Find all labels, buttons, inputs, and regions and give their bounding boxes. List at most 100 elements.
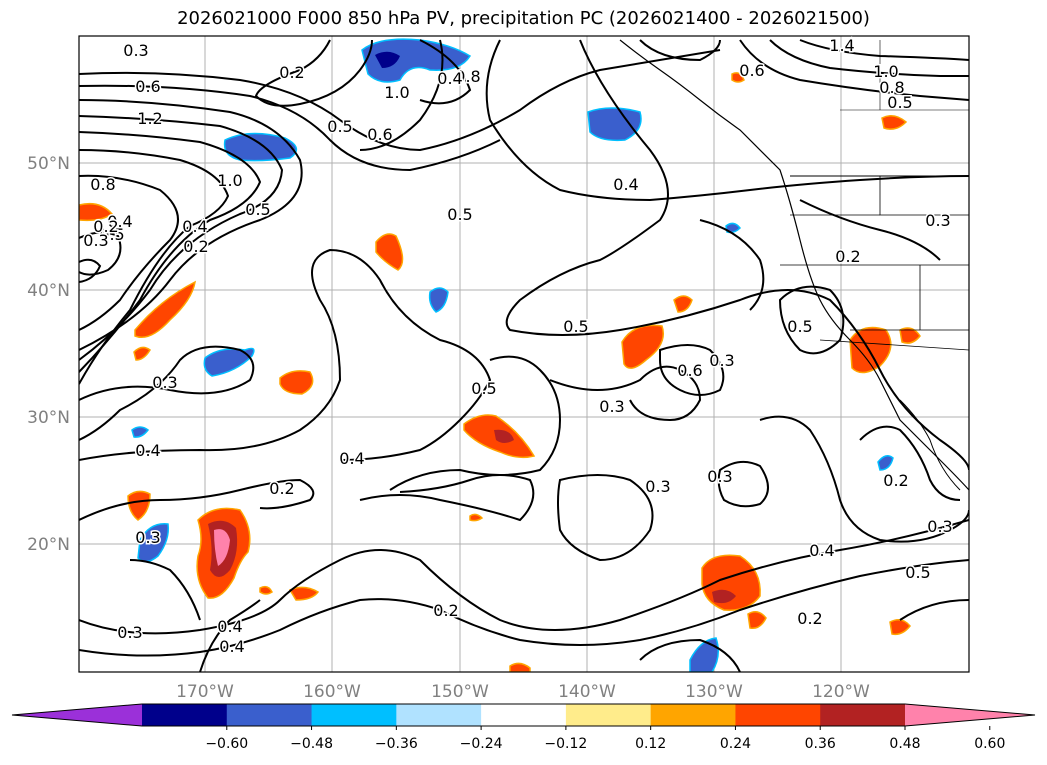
colorbar-bin	[820, 704, 906, 726]
contour-value-label: 0.5	[905, 563, 930, 582]
precip-negative-area	[131, 426, 150, 438]
lon-label: 160°W	[303, 682, 361, 702]
contour-value-label: 0.6	[739, 61, 764, 80]
contour-value-label: 0.2	[269, 479, 294, 498]
contour-value-label: 0.5	[447, 205, 472, 224]
precip-positive-area	[899, 327, 921, 344]
map-title: 2026021000 F000 850 hPa PV, precipitatio…	[177, 8, 870, 29]
precip-positive-area	[469, 513, 484, 522]
lon-label: 170°W	[176, 682, 234, 702]
colorbar-bin	[311, 704, 397, 726]
lon-label: 140°W	[558, 682, 616, 702]
colorbar-tick-label: 0.36	[805, 736, 836, 752]
precip-negative-area	[361, 38, 472, 83]
contour-value-label: 0.3	[135, 528, 160, 547]
colorbar-tick-label: 0.12	[635, 736, 666, 752]
contour-value-label: 0.3	[925, 211, 950, 230]
colorbar-outline	[11, 703, 1036, 727]
colorbar-tick-label: −0.36	[375, 736, 418, 752]
contour-value-label: 0.4	[339, 449, 364, 468]
lon-label: 150°W	[431, 682, 489, 702]
precip-positive-area	[889, 619, 911, 636]
contour-value-label: 0.3	[927, 517, 952, 536]
contour-value-label: 0.4	[182, 217, 207, 236]
contour-value-label: 0.2	[433, 601, 458, 620]
contour-value-label: 0.4	[613, 175, 638, 194]
contour-value-label: 0.3	[117, 623, 142, 642]
contour-value-label: 0.5	[245, 200, 270, 219]
lon-label: 130°W	[685, 682, 743, 702]
contour-value-label: 0.4	[217, 617, 242, 636]
contour-value-label: 0.3	[599, 397, 624, 416]
lat-label: 50°N	[27, 154, 70, 174]
colorbar-bin	[481, 704, 567, 726]
contour-value-label: 0.5	[887, 93, 912, 112]
precip-positive-area	[731, 72, 745, 83]
contour-value-label: 1.4	[829, 36, 854, 55]
colorbar-extend-high	[905, 704, 1035, 726]
precip-positive-area	[259, 585, 273, 595]
colorbar-tick-label: −0.12	[544, 736, 587, 752]
colorbar-bin	[226, 704, 313, 726]
precip-positive-area	[214, 529, 230, 566]
contour-value-label: 0.2	[183, 237, 208, 256]
precip-negative-area	[689, 637, 719, 672]
contour-value-label: 0.3	[709, 351, 734, 370]
contour-value-label: 0.3	[123, 41, 148, 60]
precip-positive-area	[881, 115, 908, 130]
map-frame	[78, 35, 970, 673]
contour-value-label: 1.0	[873, 62, 898, 81]
contour-value-label: 0.6	[677, 361, 702, 380]
colorbar-bin	[565, 704, 652, 726]
precip-positive-area	[375, 233, 404, 271]
contour-value-label: 1.0	[384, 83, 409, 102]
contour-value-label: 0.3	[645, 477, 670, 496]
colorbar-bin	[396, 704, 482, 726]
contour-value-label: 0.5	[471, 379, 496, 398]
contour-value-label: 0.8	[90, 175, 115, 194]
contour-value-label: 0.2	[883, 471, 908, 490]
precip-negative-area	[428, 287, 449, 313]
contour-value-label: 0.8	[455, 67, 480, 86]
colorbar-tick-label: 0.48	[889, 736, 920, 752]
precip-negative-area	[223, 132, 298, 162]
pv-contours	[79, 39, 969, 672]
colorbar-tick-label: −0.24	[460, 736, 503, 752]
contour-value-label: 1.0	[217, 171, 242, 190]
colorbar-tick-label: −0.48	[290, 736, 333, 752]
precip-negative-area	[375, 51, 400, 68]
precip-positive-area	[747, 611, 767, 630]
precip-negative-area	[587, 107, 642, 142]
precip-negative-area	[877, 455, 894, 471]
contour-value-label: 0.8	[879, 78, 904, 97]
colorbar-tick-label: 0.60	[974, 736, 1005, 752]
precip-positive-area	[127, 490, 151, 521]
contour-value-label: 0.5	[563, 317, 588, 336]
contour-value-label: 0.2	[797, 609, 822, 628]
colorbar-bin	[735, 704, 821, 726]
contour-value-label: 1.2	[137, 109, 162, 128]
precip-positive-area	[79, 202, 114, 222]
colorbar-bin	[650, 704, 736, 726]
precip-positive-area	[509, 662, 531, 672]
contour-value-label: 0.4	[437, 69, 462, 88]
contour-value-label: 0.2	[835, 247, 860, 266]
lat-label: 40°N	[27, 281, 70, 301]
contour-value-label: 0.5	[327, 117, 352, 136]
coastlines	[619, 39, 969, 491]
lon-label: 120°W	[812, 682, 870, 702]
precip-positive-area	[494, 429, 514, 443]
colorbar-tick-label: 0.24	[720, 736, 751, 752]
precip-positive-area	[288, 586, 320, 601]
colorbar-tick-label: −0.60	[205, 736, 248, 752]
colorbar-bin	[142, 704, 228, 726]
precip-positive-area	[712, 589, 736, 604]
precip-positive-area	[279, 370, 314, 395]
contour-value-label: 0.6	[135, 77, 160, 96]
contour-value-label: 0.6	[367, 125, 392, 144]
contour-value-label: 0.2	[279, 63, 304, 82]
contour-value-label: 0.4	[809, 541, 834, 560]
precip-positive-area	[133, 346, 151, 361]
contour-value-label: 0.4	[219, 637, 244, 656]
